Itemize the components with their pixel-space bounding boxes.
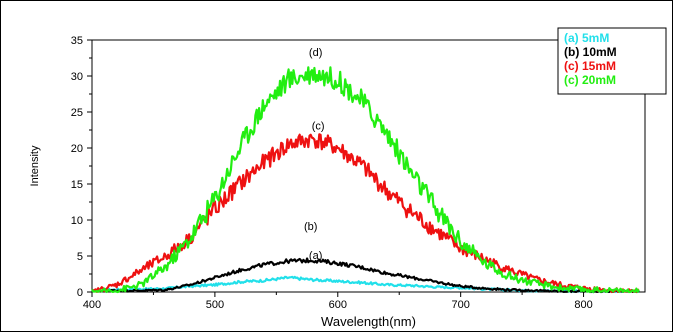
x-tick-label: 800 bbox=[574, 299, 592, 311]
y-axis-title: Intensity bbox=[29, 145, 41, 186]
legend-entry-3: (c) 15mM bbox=[564, 59, 616, 73]
curve-label-1: (a) bbox=[309, 250, 322, 262]
x-tick-label: 500 bbox=[206, 299, 224, 311]
legend-box bbox=[557, 27, 667, 95]
y-tick-label: 5 bbox=[77, 251, 83, 263]
curve-label-4: (d) bbox=[309, 47, 322, 59]
legend: (a) 5mM(b) 10mM(c) 15mM(c) 20mM bbox=[557, 27, 667, 95]
series-line-4 bbox=[91, 66, 640, 294]
legend-entry-1: (a) 5mM bbox=[564, 31, 609, 45]
x-tick-label: 400 bbox=[83, 299, 101, 311]
curve-labels: (a) (b) (c) (d) bbox=[304, 47, 325, 262]
x-tick-label: 700 bbox=[451, 299, 469, 311]
legend-entry-2: (b) 10mM bbox=[564, 45, 617, 59]
axes-layer: 400 500 600 700 800 0 5 10 15 20 25 30 35 bbox=[71, 35, 593, 311]
x-axis-title: Wavelength(nm) bbox=[321, 314, 416, 329]
y-tick-label: 35 bbox=[71, 35, 83, 47]
curve-label-2: (b) bbox=[304, 221, 317, 233]
curve-label-3: (c) bbox=[312, 120, 325, 132]
y-tick-label: 30 bbox=[71, 71, 83, 83]
series-layer bbox=[91, 66, 640, 294]
series-line-2 bbox=[103, 257, 640, 294]
y-tick-label: 20 bbox=[71, 143, 83, 155]
y-tick-label: 0 bbox=[77, 287, 83, 299]
legend-entry-4: (c) 20mM bbox=[564, 73, 616, 87]
y-tick-label: 25 bbox=[71, 107, 83, 119]
x-tick-label: 600 bbox=[329, 299, 347, 311]
y-tick-label: 10 bbox=[71, 215, 83, 227]
y-tick-label: 15 bbox=[71, 179, 83, 191]
